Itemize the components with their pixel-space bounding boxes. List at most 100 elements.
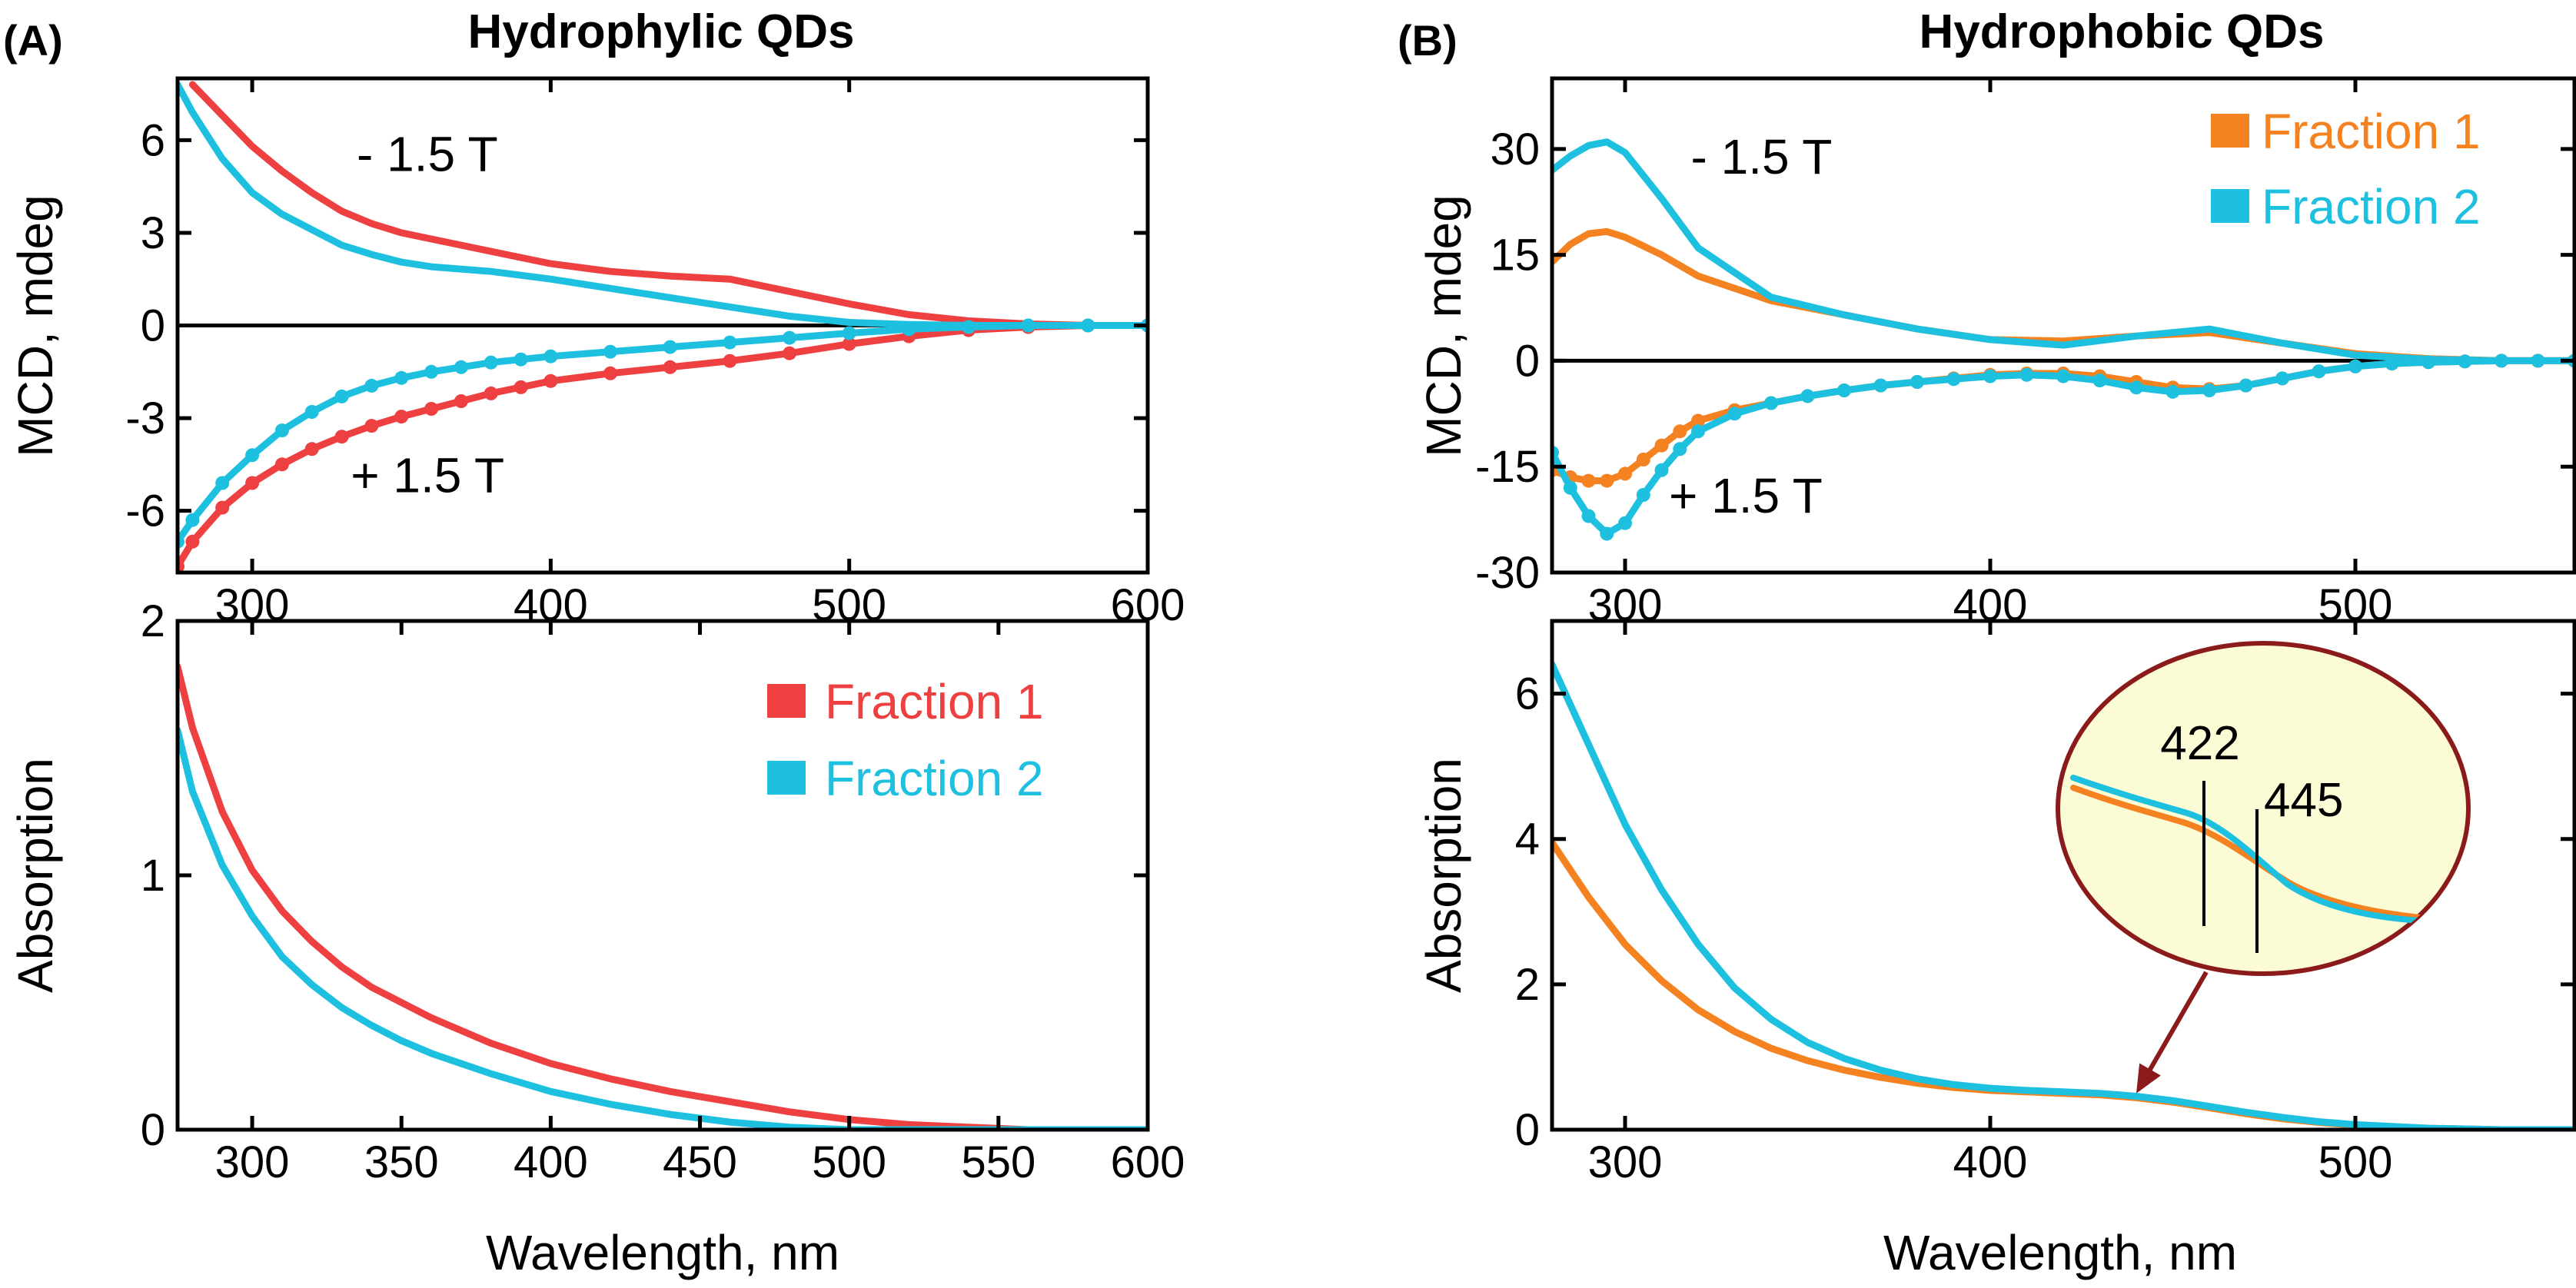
legend-swatch-fraction-2 [2211, 189, 2249, 223]
data-point [723, 354, 737, 368]
legend-label-fraction-2: Fraction 2 [825, 751, 1044, 806]
data-point [663, 360, 677, 374]
data-point [842, 326, 856, 340]
panel-a-title: Hydrophylic QDs [468, 5, 855, 58]
data-point [543, 349, 558, 363]
data-point [1618, 466, 1632, 481]
data-point [1910, 375, 1924, 389]
data-point [364, 378, 379, 393]
data-point [1618, 516, 1632, 530]
series-line-2 [1552, 138, 2574, 364]
data-point [1764, 396, 1778, 410]
y-tick-label: -3 [125, 393, 165, 443]
annotation-plus-1.5T: + 1.5 T [1669, 468, 1823, 523]
y-tick-label: -30 [1475, 548, 1540, 598]
legend: Fraction 1 Fraction 2 [2211, 104, 2481, 234]
data-point [304, 442, 319, 456]
x-tick-label: 350 [364, 1137, 439, 1187]
annotation-minus-1.5T: - 1.5 T [357, 127, 498, 182]
data-point [1654, 438, 1669, 453]
y-tick-label: 0 [1515, 1105, 1540, 1155]
data-point [185, 513, 200, 527]
legend: Fraction 1 Fraction 2 [767, 674, 1044, 806]
data-point [663, 340, 677, 354]
panel-b-label: (B) [1398, 16, 1458, 65]
data-point [2202, 383, 2216, 397]
data-point [424, 364, 439, 379]
data-point [723, 335, 737, 350]
data-point [185, 534, 200, 549]
x-tick-label: 400 [514, 1137, 588, 1187]
data-point [394, 410, 409, 424]
y-tick-label: 2 [1515, 960, 1540, 1010]
chart-a-absorption: 300 350 400 450 500 550 600 0 1 2 Absorption Wave… [8, 596, 1185, 1280]
annotation-minus-1.5T: - 1.5 T [1691, 129, 1833, 184]
data-point [2166, 384, 2180, 399]
data-point [543, 373, 558, 388]
data-point [245, 448, 260, 463]
x-tick-label: 300 [1588, 1137, 1663, 1187]
x-tick-label: 300 [215, 1137, 290, 1187]
legend-label-fraction-2: Fraction 2 [2262, 179, 2481, 234]
inset-curve-fraction-1 [2070, 785, 2453, 924]
data-point [1837, 383, 1851, 397]
data-point [484, 355, 498, 370]
data-point [334, 430, 349, 444]
y-tick-label: 4 [1515, 815, 1540, 865]
data-point [1636, 453, 1650, 466]
y-tick-label: -15 [1475, 442, 1540, 492]
inset-arrowhead [2136, 1063, 2161, 1094]
inset-zoom: 422 445 [2056, 641, 2471, 1094]
data-point [514, 380, 528, 394]
data-point [2129, 380, 2143, 395]
plot-frame [1550, 76, 2576, 575]
data-point [2019, 367, 2034, 382]
y-tick-label: 1 [141, 851, 165, 901]
y-axis-label: Absorption [8, 758, 63, 993]
y-axis-label: MCD, mdeg [1416, 194, 1471, 456]
series-line-1 [178, 663, 1148, 1130]
data-point [1691, 413, 1705, 428]
x-tick-label: 550 [961, 1137, 1035, 1187]
data-point [1673, 424, 1687, 439]
data-point [2056, 369, 2070, 383]
data-point [334, 389, 349, 403]
x-axis-label: Wavelength, nm [1883, 1225, 2237, 1280]
annotation-plus-1.5T: + 1.5 T [351, 448, 504, 503]
data-point [1691, 424, 1705, 439]
data-point [2421, 355, 2435, 370]
y-tick-label: 2 [141, 596, 165, 646]
inset-pointer-arrow [2142, 971, 2209, 1081]
legend-label-fraction-1: Fraction 1 [2262, 104, 2481, 159]
data-point [2092, 373, 2107, 388]
data-point [1600, 473, 1614, 488]
series-line-2 [178, 81, 1148, 329]
panel-b-title: Hydrophobic QDs [1919, 5, 2324, 58]
data-point [2275, 371, 2289, 386]
data-point [274, 457, 289, 472]
data-point [245, 476, 260, 490]
data-point [1563, 480, 1577, 495]
data-point [902, 322, 916, 337]
y-tick-label: 3 [141, 208, 165, 258]
x-tick-label: 500 [812, 1137, 886, 1187]
inset-label-445: 445 [2264, 774, 2343, 827]
x-tick-label: 400 [1953, 1137, 2028, 1187]
series-line-4 [178, 322, 1148, 546]
data-point [484, 386, 498, 400]
data-point [1673, 442, 1687, 456]
data-point [603, 366, 617, 380]
inset-curve-fraction-2 [2070, 775, 2453, 925]
data-point [783, 346, 796, 360]
data-point [454, 394, 468, 408]
legend-swatch-fraction-1 [2211, 114, 2249, 148]
data-point [454, 360, 468, 374]
series-line-2 [178, 726, 1148, 1130]
y-tick-label: 30 [1490, 124, 1540, 174]
data-point [1654, 463, 1669, 477]
y-tick-label: 15 [1490, 231, 1540, 281]
y-tick-label: 0 [141, 1105, 165, 1155]
